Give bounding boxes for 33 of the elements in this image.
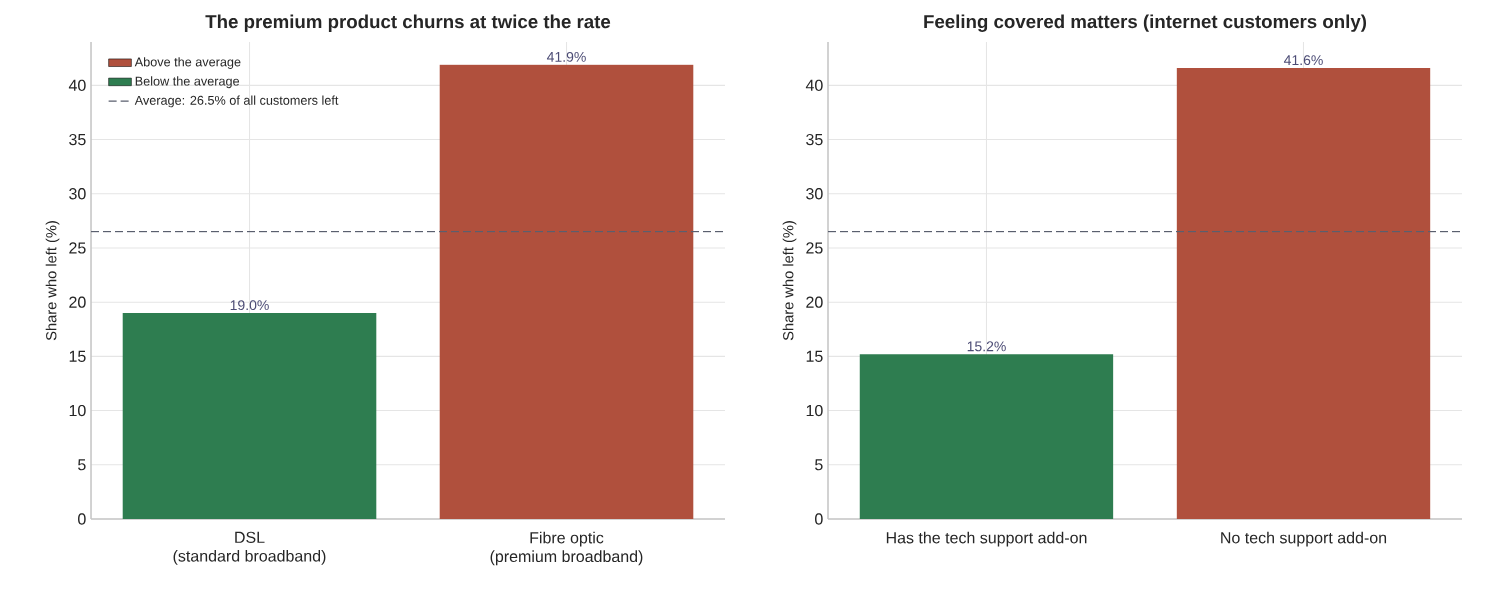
x-tick-label: Has the tech support add-on (886, 531, 1087, 547)
x-tick-label: DSL (standard broadband) (173, 531, 326, 565)
y-tick-label: 20 (69, 296, 86, 308)
y-tick-label: 15 (806, 350, 823, 362)
y-tick-label: 40 (805, 79, 823, 92)
y-tick-label: 0 (78, 513, 86, 525)
y-tick-label: 5 (78, 459, 86, 471)
data-label: 41.9% (546, 51, 586, 62)
y-tick-label: 35 (806, 133, 823, 146)
y-axis-title: Share who left (%) (782, 221, 797, 341)
legend-label: Above the average (134, 57, 241, 69)
y-tick-label: 25 (806, 242, 823, 254)
y-tick-label: 15 (69, 350, 86, 362)
y-tick-label: 35 (69, 133, 86, 146)
y-tick-label: 40 (68, 79, 86, 92)
y-tick-label: 20 (806, 296, 823, 308)
data-label: 19.0% (230, 300, 269, 311)
data-label: 41.6% (1283, 55, 1323, 66)
legend-label: Below the average (135, 76, 240, 89)
y-axis-title: Share who left (%) (45, 221, 60, 341)
y-tick-label: 5 (815, 459, 823, 471)
y-tick-label: 30 (69, 188, 86, 200)
y-tick-label: 10 (806, 404, 823, 417)
chart-title: Feeling covered matters (internet customers only) (924, 14, 1367, 32)
x-tick-label: Fibre optic (premium broadband) (490, 531, 643, 566)
y-tick-label: 25 (69, 242, 86, 254)
y-tick-label: 30 (806, 188, 823, 200)
legend-label: Average: 26.5% of all customers left (134, 95, 339, 108)
chart-title: The premium product churns at twice the rate (205, 14, 611, 32)
y-tick-label: 10 (69, 404, 86, 417)
data-label: 15.2% (967, 341, 1006, 352)
x-tick-label: No tech support add-on (1221, 531, 1387, 547)
y-tick-label: 0 (815, 513, 823, 525)
